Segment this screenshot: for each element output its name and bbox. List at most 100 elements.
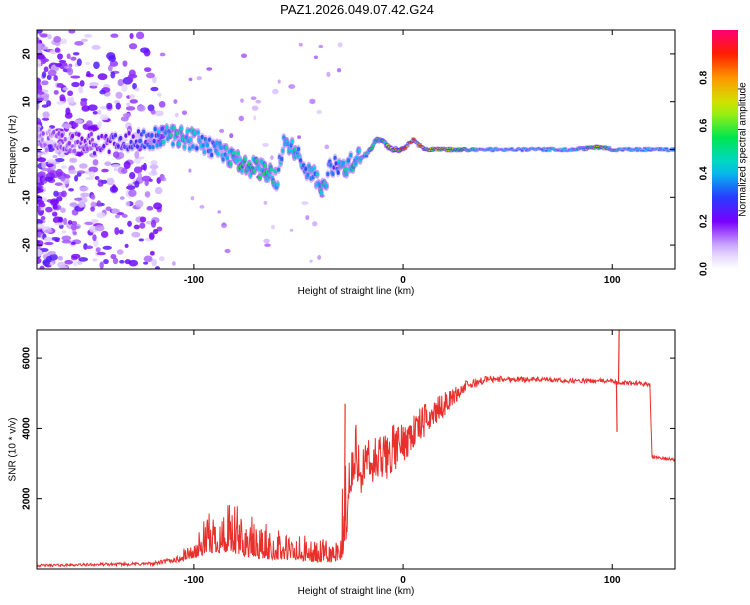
noise-blob bbox=[138, 238, 145, 242]
ridge-core bbox=[60, 132, 64, 138]
noise-blob bbox=[37, 78, 41, 84]
snr-spike bbox=[343, 403, 346, 541]
noise-blob bbox=[37, 53, 45, 60]
ridge-core bbox=[263, 163, 267, 168]
noise-blob bbox=[45, 206, 53, 213]
ridge-core bbox=[182, 144, 187, 150]
noise-blob bbox=[128, 77, 134, 83]
noise-blob bbox=[72, 52, 80, 56]
ridge-core bbox=[306, 172, 310, 177]
noise-blob bbox=[154, 265, 161, 269]
noise-blob bbox=[90, 194, 96, 200]
noise-blob bbox=[143, 261, 149, 265]
noise-blob bbox=[84, 33, 93, 38]
noise-blob bbox=[37, 36, 40, 45]
noise-blob bbox=[270, 155, 274, 160]
noise-blob bbox=[288, 84, 296, 89]
noise-blob bbox=[112, 151, 120, 159]
noise-blob bbox=[87, 125, 98, 132]
ridge-core bbox=[277, 167, 281, 172]
noise-blob bbox=[159, 52, 166, 57]
ridge-core bbox=[275, 182, 280, 187]
noise-blob bbox=[312, 221, 318, 227]
noise-blob bbox=[250, 96, 257, 101]
colorbar-tick-label: 0.4 bbox=[699, 166, 710, 180]
noise-blob bbox=[38, 202, 46, 208]
noise-blob bbox=[106, 102, 113, 110]
ridge-core bbox=[240, 168, 244, 173]
noise-blob bbox=[157, 92, 162, 97]
snr-spike bbox=[617, 330, 620, 384]
noise-blob bbox=[76, 58, 82, 67]
noise-blob bbox=[220, 222, 228, 229]
noise-blob bbox=[158, 101, 166, 108]
noise-blob bbox=[49, 198, 59, 206]
ridge-core bbox=[151, 144, 155, 150]
noise-blob bbox=[105, 206, 112, 212]
noise-blob bbox=[135, 199, 144, 208]
ridge-core bbox=[63, 136, 67, 142]
noise-blob bbox=[154, 110, 164, 117]
y-axis-label: Frequency (Hz) bbox=[8, 115, 19, 184]
noise-blob bbox=[94, 224, 105, 232]
noise-blob bbox=[42, 259, 51, 267]
ridge-core bbox=[280, 156, 284, 162]
noise-blob bbox=[101, 179, 108, 184]
noise-blob bbox=[129, 99, 138, 104]
ridge-core bbox=[171, 141, 175, 147]
noise-blob bbox=[89, 81, 99, 87]
ridge-core bbox=[152, 138, 156, 144]
y-tick-label: 10 bbox=[22, 96, 33, 108]
noise-blob bbox=[86, 120, 93, 127]
ridge-core bbox=[195, 146, 199, 151]
plot-frame-2 bbox=[36, 329, 676, 570]
noise-blob bbox=[53, 35, 62, 43]
noise-blob bbox=[61, 239, 72, 244]
noise-blob bbox=[190, 196, 195, 201]
noise-blob bbox=[174, 112, 179, 118]
noise-blob bbox=[64, 112, 73, 119]
noise-blob bbox=[111, 184, 117, 193]
noise-blob bbox=[37, 223, 45, 229]
noise-blob bbox=[60, 207, 66, 213]
noise-blob bbox=[79, 186, 89, 192]
ridge-core bbox=[255, 158, 259, 163]
ridge-core bbox=[243, 156, 247, 162]
noise-blob bbox=[47, 69, 57, 77]
noise-blob bbox=[173, 99, 178, 104]
noise-blob bbox=[52, 203, 58, 210]
noise-blob bbox=[309, 259, 313, 263]
noise-blob bbox=[78, 86, 84, 94]
noise-blob bbox=[101, 168, 109, 173]
noise-blob bbox=[38, 33, 48, 37]
noise-blob bbox=[47, 33, 52, 40]
noise-blob bbox=[92, 159, 99, 166]
noise-blob bbox=[42, 94, 49, 102]
noise-blob bbox=[95, 247, 101, 253]
noise-blob bbox=[37, 117, 42, 126]
colorbar-tick-label: 0.2 bbox=[699, 214, 710, 228]
noise-blob bbox=[72, 231, 78, 236]
x-tick-label: 0 bbox=[400, 575, 406, 586]
noise-blob bbox=[99, 89, 106, 95]
noise-blob bbox=[74, 119, 84, 124]
noise-blob bbox=[70, 75, 81, 79]
noise-blob bbox=[55, 62, 63, 67]
y-tick-label: -20 bbox=[22, 237, 33, 252]
ridge-core bbox=[418, 143, 422, 146]
noise-blob bbox=[240, 53, 248, 59]
noise-blob bbox=[70, 56, 77, 61]
ridge-core bbox=[349, 152, 353, 158]
ridge-core bbox=[177, 141, 181, 147]
noise-blob bbox=[64, 259, 73, 265]
colorbar bbox=[712, 30, 738, 269]
ridge-core bbox=[202, 149, 206, 155]
noise-blob bbox=[46, 163, 54, 168]
noise-blob bbox=[110, 33, 119, 38]
ridge-core bbox=[326, 171, 330, 177]
noise-blob bbox=[108, 55, 116, 63]
noise-blob bbox=[301, 201, 309, 206]
noise-blob bbox=[41, 80, 49, 86]
noise-blob bbox=[37, 218, 43, 225]
